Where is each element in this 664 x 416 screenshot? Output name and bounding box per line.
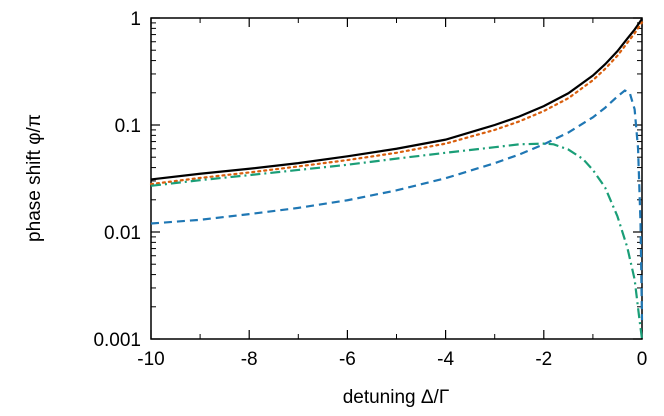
x-tick-label: -8 [241,349,258,370]
x-tick-label: -2 [535,349,552,370]
y-tick-label: 0.01 [104,223,141,244]
y-tick-label: 0.1 [115,116,141,137]
y-tick-label: 1 [130,9,141,30]
x-tick-label: -10 [137,349,164,370]
x-tick-label: -6 [339,349,356,370]
series-group [151,19,642,339]
y-axis-label: phase shift φ/π [24,114,45,242]
x-tick-label: 0 [637,349,648,370]
series-line-dashdot [151,144,642,339]
x-tick-label: -4 [437,349,454,370]
x-axis-label: detuning Δ/Γ [343,387,450,408]
series-line-dashed [151,91,642,321]
series-line-dotted [151,22,642,184]
x-axis-ticks: -10 -8 -6 -4 -2 0 [137,18,647,370]
y-tick-label: 0.001 [93,330,141,351]
